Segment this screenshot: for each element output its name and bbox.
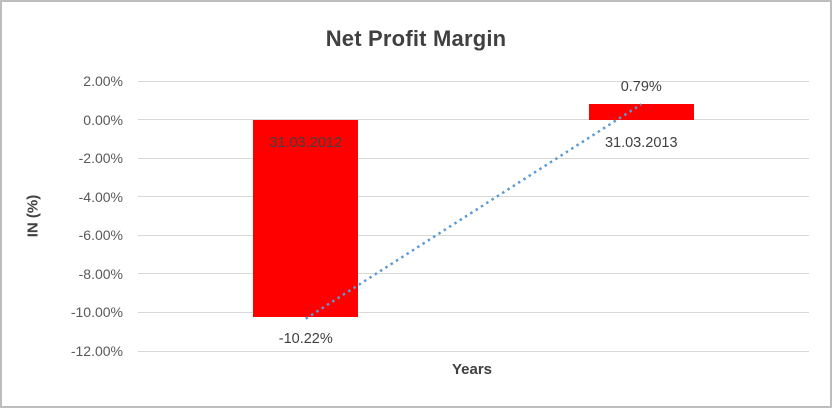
category-label: 31.03.2013 (604, 134, 678, 151)
value-label: -10.22% (278, 330, 333, 347)
gridline (138, 80, 809, 82)
gridline (138, 157, 809, 159)
y-tick-label: -2.00% (78, 150, 123, 167)
y-tick-label: -4.00% (78, 188, 123, 205)
y-tick-label: 0.00% (83, 111, 123, 128)
gridline (138, 234, 809, 236)
y-tick-label: -6.00% (78, 227, 123, 244)
y-tick-label: -12.00% (70, 343, 123, 359)
value-label: 0.79% (620, 79, 662, 96)
bar (588, 104, 694, 120)
category-label: 31.03.2012 (269, 134, 343, 151)
gridline (138, 119, 809, 121)
y-tick-label: -8.00% (78, 265, 123, 282)
y-tick-label: 2.00% (83, 73, 123, 89)
gridline (138, 311, 809, 313)
chart-title: Net Profit Margin (325, 26, 507, 51)
gridline (138, 273, 809, 275)
gridline (138, 196, 809, 198)
gridline (138, 350, 809, 352)
y-tick-label: -10.00% (70, 304, 123, 321)
x-axis-title: Years (451, 361, 493, 378)
